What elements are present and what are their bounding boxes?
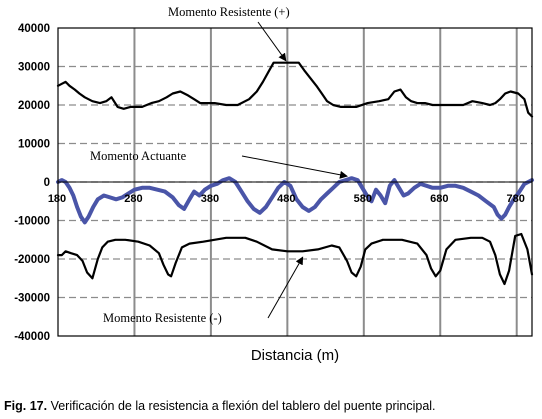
plot-frame [57,27,533,337]
y-tick-label: 20000 [18,100,50,112]
chart: 40000 30000 20000 10000 0 -10000 -20000 -30000 -… [14,5,534,364]
x-tick-label: 680 [430,193,448,205]
series-line-actuante [56,176,534,225]
x-tick-label: 580 [354,193,372,205]
y-tick-label: -40000 [14,331,50,343]
y-tick-label: 10000 [18,139,50,151]
y-tick-label: 0 [44,177,50,189]
annotation-actuante-arrow [241,155,348,179]
caption-text: Verificación de la resistencia a flexión… [50,399,436,413]
annotation-resistente-positivo: Momento Resistente (+) [168,5,290,19]
x-tick-label: 380 [201,193,219,205]
y-tick-label: -30000 [14,293,50,305]
x-tick-label: 780 [507,193,525,205]
axes [57,27,533,337]
y-tick-label: 40000 [18,23,50,35]
annotation-resistente-negativo-arrow [267,256,304,319]
x-tick-label: 180 [48,193,66,205]
y-tick-label: -10000 [14,216,50,228]
annotation-actuante: Momento Actuante [90,149,187,163]
series-line-resistente-negativo [56,232,534,286]
annotation-resistente-negativo: Momento Resistente (-) [103,311,222,325]
caption-label: Fig. 17. [4,399,48,413]
y-tick-label: -20000 [14,254,50,266]
x-tick-label: 480 [277,193,295,205]
x-tick-label: 280 [124,193,142,205]
annotations: Momento Resistente (+) Momento Actuante Mo… [90,5,348,325]
series-layer [56,61,534,286]
series-line-resistente-positivo [56,61,534,118]
tick-labels: 40000 30000 20000 10000 0 -10000 -20000 -30000 -… [14,23,525,343]
figure-caption: Fig. 17. Verificación de la resistencia … [4,399,542,413]
annotation-resistente-positivo-arrow [257,21,287,62]
y-tick-label: 30000 [18,62,50,74]
x-axis-label: Distancia (m) [251,347,339,364]
